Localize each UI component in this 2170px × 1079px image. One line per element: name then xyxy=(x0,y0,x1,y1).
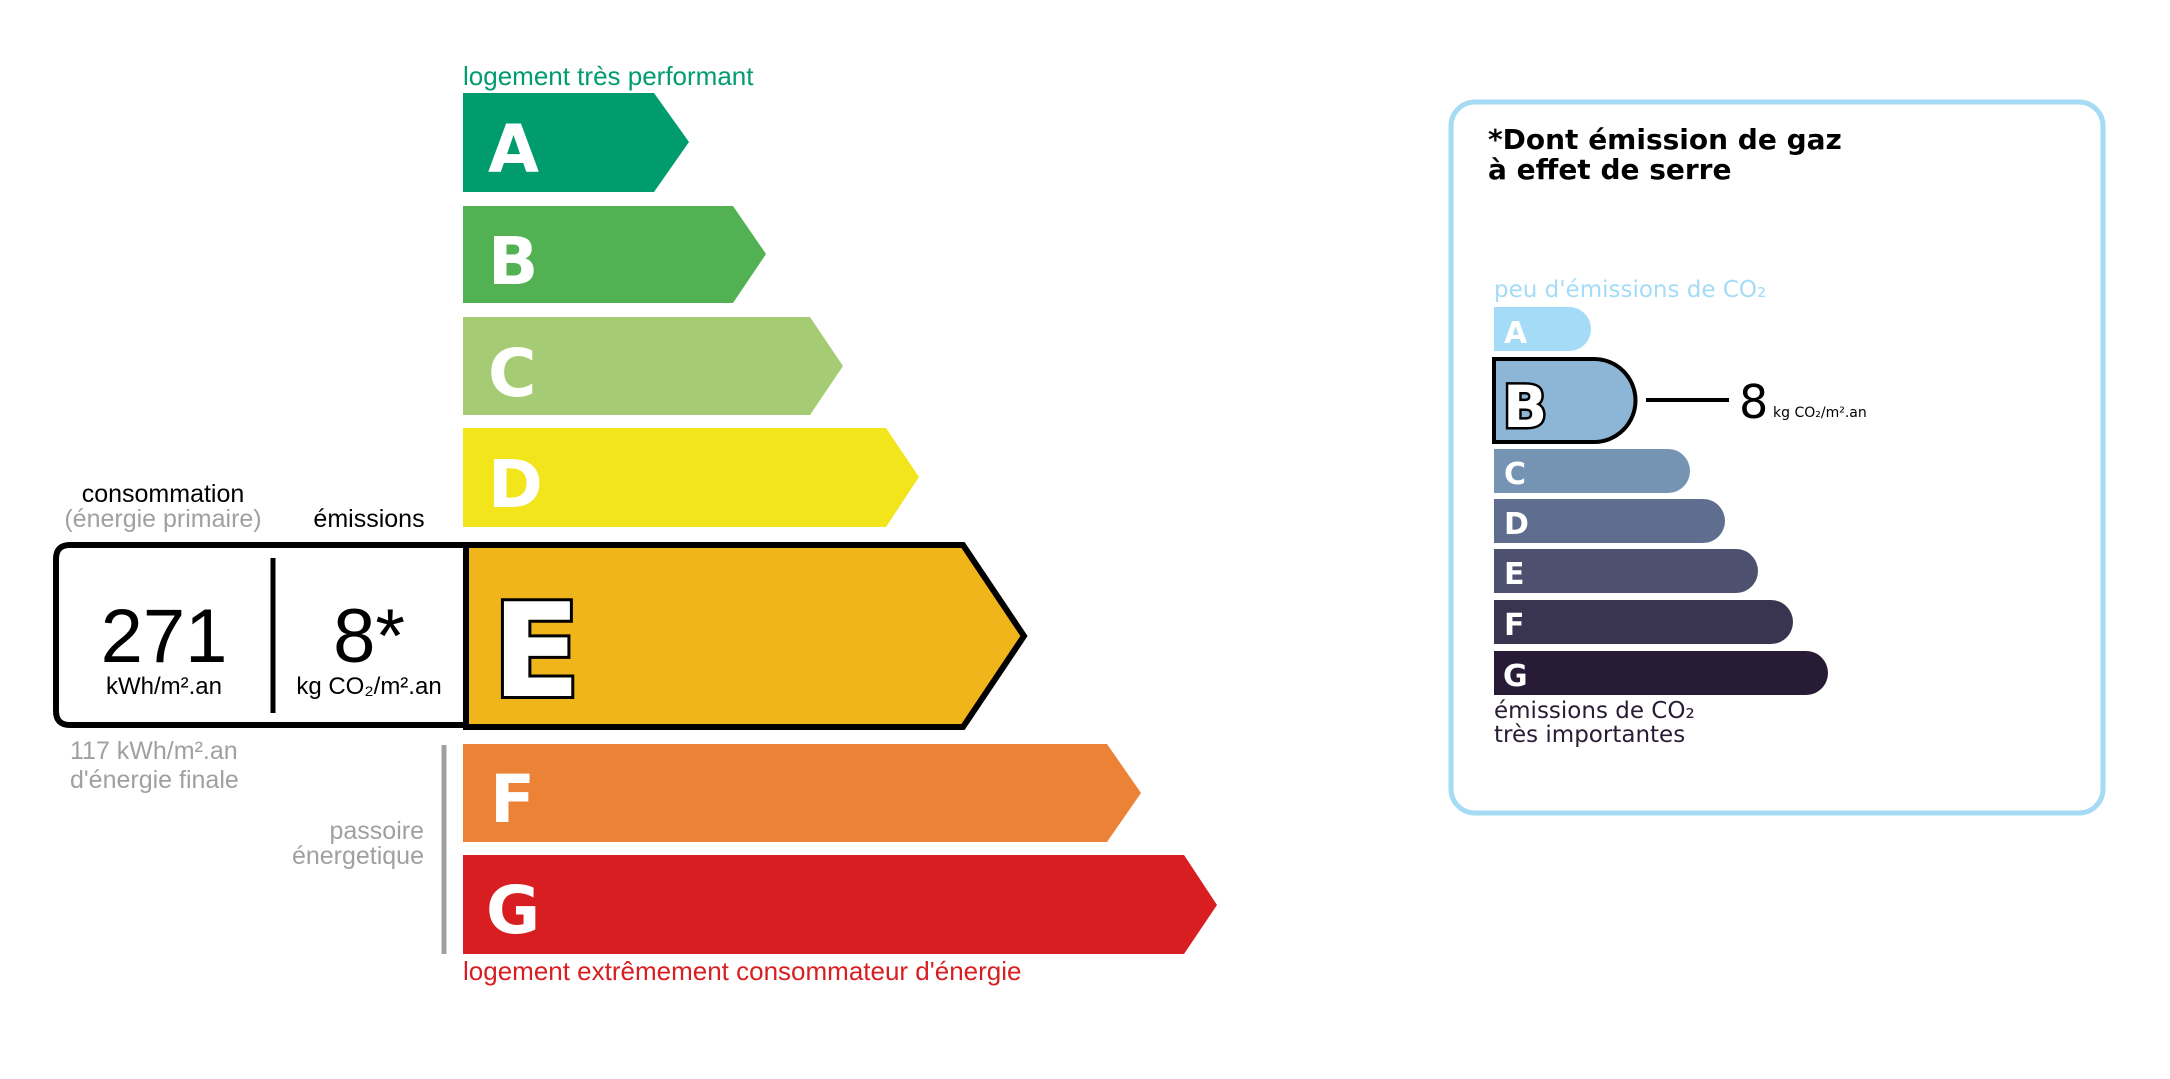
energy-bottom-label: logement extrêmement consommateur d'éner… xyxy=(463,956,1021,986)
ges-unit: kg CO₂/m².an xyxy=(1773,405,1867,421)
energy-bar-f xyxy=(463,744,1141,842)
ges-bar-d xyxy=(1494,499,1725,543)
ges-class-b-current: B 8 kg CO₂/m².an xyxy=(1492,357,1867,444)
ges-class-a: A xyxy=(1494,307,1591,351)
energy-class-c: C xyxy=(463,317,843,415)
consumption-value: 271 xyxy=(101,594,228,679)
ges-class-c: C xyxy=(1494,449,1690,493)
energy-class-d: D xyxy=(463,428,919,527)
final-energy-value: 117 kWh/m².an xyxy=(70,737,238,765)
ges-class-f: F xyxy=(1494,600,1793,644)
energy-bar-c xyxy=(463,317,843,415)
energy-letter-d: D xyxy=(488,446,543,523)
energy-bar-d xyxy=(463,428,919,527)
energy-class-g: G xyxy=(463,855,1217,954)
ges-letter-g: G xyxy=(1503,659,1528,694)
energy-class-f: F xyxy=(463,744,1141,842)
ges-letter-e: E xyxy=(1504,557,1525,592)
ges-title-1: *Dont émission de gaz xyxy=(1488,123,1842,156)
ges-class-e: E xyxy=(1494,549,1758,593)
energy-bar-b xyxy=(463,206,766,303)
final-energy-label: d'énergie finale xyxy=(70,766,239,794)
ges-value: 8 xyxy=(1739,375,1768,429)
passoire-label-1: passoire xyxy=(330,817,425,845)
ges-letter-b: B xyxy=(1503,373,1547,441)
value-box xyxy=(53,542,469,728)
ges-letter-d: D xyxy=(1504,507,1529,542)
ges-bar-f xyxy=(1494,600,1793,644)
consumption-sublabel: (énergie primaire) xyxy=(64,505,261,533)
passoire-label-2: énergetique xyxy=(292,842,424,870)
energy-letter-b: B xyxy=(488,223,538,300)
energy-letter-f: F xyxy=(490,761,535,838)
ges-bar-a xyxy=(1494,307,1591,351)
ges-bottom-label-1: émissions de CO₂ xyxy=(1494,698,1695,724)
energy-class-a: A xyxy=(463,93,689,192)
emissions-label: émissions xyxy=(313,505,424,533)
ges-bar-b xyxy=(1492,357,1638,444)
ges-bar-e xyxy=(1494,549,1758,593)
consumption-label: consommation xyxy=(82,480,245,508)
emissions-value: 8* xyxy=(333,594,405,679)
ges-bar-g xyxy=(1494,651,1828,695)
energy-bar-g xyxy=(463,855,1217,954)
consumption-unit: kWh/m².an xyxy=(106,673,222,700)
ges-letter-a: A xyxy=(1504,316,1528,351)
energy-letter-a: A xyxy=(488,111,539,188)
ges-class-d: D xyxy=(1494,499,1725,543)
energy-bar-a xyxy=(463,93,689,192)
ges-bar-c xyxy=(1494,449,1690,493)
ges-letter-f: F xyxy=(1504,608,1525,643)
ges-bottom-label-2: très importantes xyxy=(1494,722,1685,748)
energy-letter-g: G xyxy=(486,872,540,949)
ges-class-g: G xyxy=(1494,651,1828,695)
energy-class-e-current: E 271 kWh/m².an 8* kg CO₂/m².an xyxy=(53,542,1028,730)
ges-letter-c: C xyxy=(1504,457,1526,492)
energy-letter-c: C xyxy=(488,335,536,412)
energy-letter-e: E xyxy=(492,575,581,727)
emissions-unit: kg CO₂/m².an xyxy=(296,673,441,700)
ges-top-label: peu d'émissions de CO₂ xyxy=(1494,277,1766,303)
ges-title-2: à effet de serre xyxy=(1488,153,1731,186)
energy-class-b: B xyxy=(463,206,766,303)
energy-bar-e xyxy=(463,542,1028,730)
energy-top-label: logement très performant xyxy=(463,61,754,91)
